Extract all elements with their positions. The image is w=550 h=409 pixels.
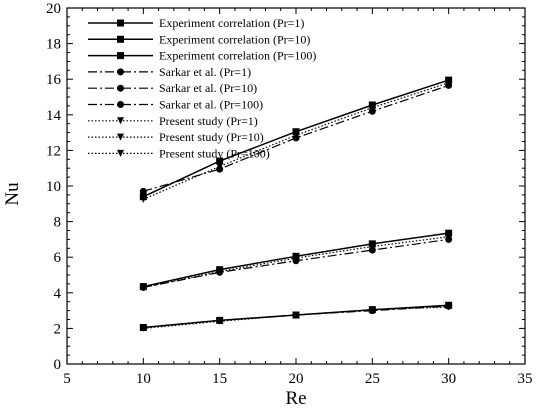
series-9 [139,79,453,203]
data-point [216,162,224,170]
series-5 [139,235,453,291]
y-tick-label: 20 [46,1,61,17]
y-tick-label: 18 [46,37,61,53]
data-point [368,246,376,254]
data-point [139,195,147,203]
data-point [139,283,147,291]
legend-marker [117,35,124,43]
legend-marker [117,117,124,125]
y-tick-label: 12 [46,143,61,159]
x-axis-label: Re [285,388,306,409]
data-point [368,243,376,251]
legend-marker [117,19,124,27]
legend-entry: Experiment correlation (Pr=100) [88,49,316,63]
y-tick-label: 4 [54,286,62,302]
legend-marker [117,133,124,141]
legend-label: Sarkar et al. (Pr=10) [159,81,257,95]
data-point [368,306,376,314]
x-tick-label: 5 [63,371,71,387]
legend-entry: Present study (Pr=10) [88,130,264,144]
axes: 5 10 15 20 25 30 35 0 2 4 6 8 10 12 14 16 18 20 [46,1,533,387]
legend-entry: Present study (Pr=1) [88,114,258,128]
data-point [292,131,300,139]
x-tick-label: 25 [365,371,380,387]
data-point [292,311,300,319]
legend-marker [117,149,124,157]
y-tick-label: 16 [46,72,62,88]
legend-label: Experiment correlation (Pr=1) [159,16,304,30]
data-point [292,128,300,136]
legend-label: Experiment correlation (Pr=10) [159,32,310,46]
y-tick-label: 14 [46,108,62,124]
y-tick-label: 8 [54,215,62,231]
data-point [216,267,224,275]
legend-label: Present study (Pr=100) [159,146,270,160]
data-point [445,303,453,311]
data-point [368,107,376,115]
series-lines [139,76,453,332]
data-point [139,324,147,332]
legend-entry: Sarkar et al. (Pr=1) [88,65,251,79]
y-tick-label: 10 [46,179,61,195]
x-tick-label: 10 [136,371,151,387]
legend-entry: Experiment correlation (Pr=10) [88,32,310,46]
legend-marker [117,101,124,108]
y-tick-label: 6 [54,250,62,266]
data-point [216,317,224,325]
legend-marker [117,52,124,60]
legend-label: Present study (Pr=1) [159,114,258,128]
legend-marker [117,84,124,92]
legend-label: Sarkar et al. (Pr=100) [159,98,263,112]
legend-label: Sarkar et al. (Pr=1) [159,65,251,79]
data-point [368,104,376,112]
data-point [292,254,300,262]
x-tick-label: 20 [289,371,304,387]
y-axis-label: Nu [2,182,23,206]
legend-label: Present study (Pr=10) [159,130,264,144]
data-point [445,233,453,241]
legend: Experiment correlation (Pr=1) Experiment … [88,16,316,160]
series-7 [139,303,453,332]
y-tick-label: 2 [54,321,62,337]
x-tick-label: 30 [441,371,456,387]
legend-entry: Sarkar et al. (Pr=100) [88,98,263,112]
series-8 [139,233,453,291]
data-point [445,79,453,87]
legend-marker [117,68,124,76]
x-tick-label: 15 [212,371,227,387]
legend-entry: Experiment correlation (Pr=1) [88,16,304,30]
legend-entry: Present study (Pr=100) [88,146,270,160]
data-point [445,229,453,237]
legend-entry: Sarkar et al. (Pr=10) [88,81,257,95]
legend-label: Experiment correlation (Pr=100) [159,49,316,63]
y-tick-label: 0 [54,357,62,373]
data-point [216,157,224,165]
x-tick-label: 35 [518,371,533,387]
data-point [139,187,147,195]
